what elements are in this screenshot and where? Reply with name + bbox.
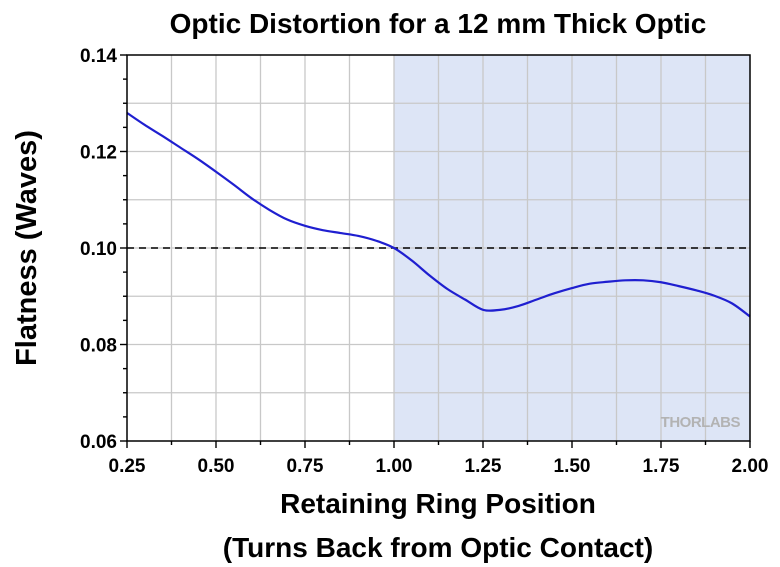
x-axis-label-line2: (Turns Back from Optic Contact): [223, 532, 653, 563]
x-tick-label: 1.25: [465, 456, 502, 477]
x-axis-label-line1: Retaining Ring Position: [280, 488, 596, 519]
x-tick-label: 0.25: [109, 456, 146, 477]
y-tick-label: 0.08: [80, 336, 117, 357]
chart-title: Optic Distortion for a 12 mm Thick Optic: [170, 8, 707, 39]
y-tick-label: 0.14: [80, 46, 117, 67]
x-tick-label: 1.00: [376, 456, 413, 477]
x-tick-label: 2.00: [732, 456, 769, 477]
x-tick-label: 0.50: [198, 456, 235, 477]
series-group: [126, 111, 751, 318]
y-tick-label: 0.12: [80, 143, 117, 164]
y-tick-label: 0.06: [80, 432, 117, 453]
thorlabs-watermark: THORLABS: [661, 414, 741, 431]
x-tick-label: 0.75: [287, 456, 324, 477]
x-axis: 0.25 0.50 0.75 1.00 1.25 1.50 1.75 2.00: [109, 441, 769, 477]
y-axis: 0.06 0.08 0.10 0.12 0.14: [80, 46, 127, 453]
y-axis-label: Flatness (Waves): [11, 130, 43, 366]
y-tick-label: 0.10: [80, 239, 117, 260]
series-line: [126, 111, 751, 318]
x-tick-label: 1.75: [643, 456, 680, 477]
x-tick-label: 1.50: [554, 456, 591, 477]
